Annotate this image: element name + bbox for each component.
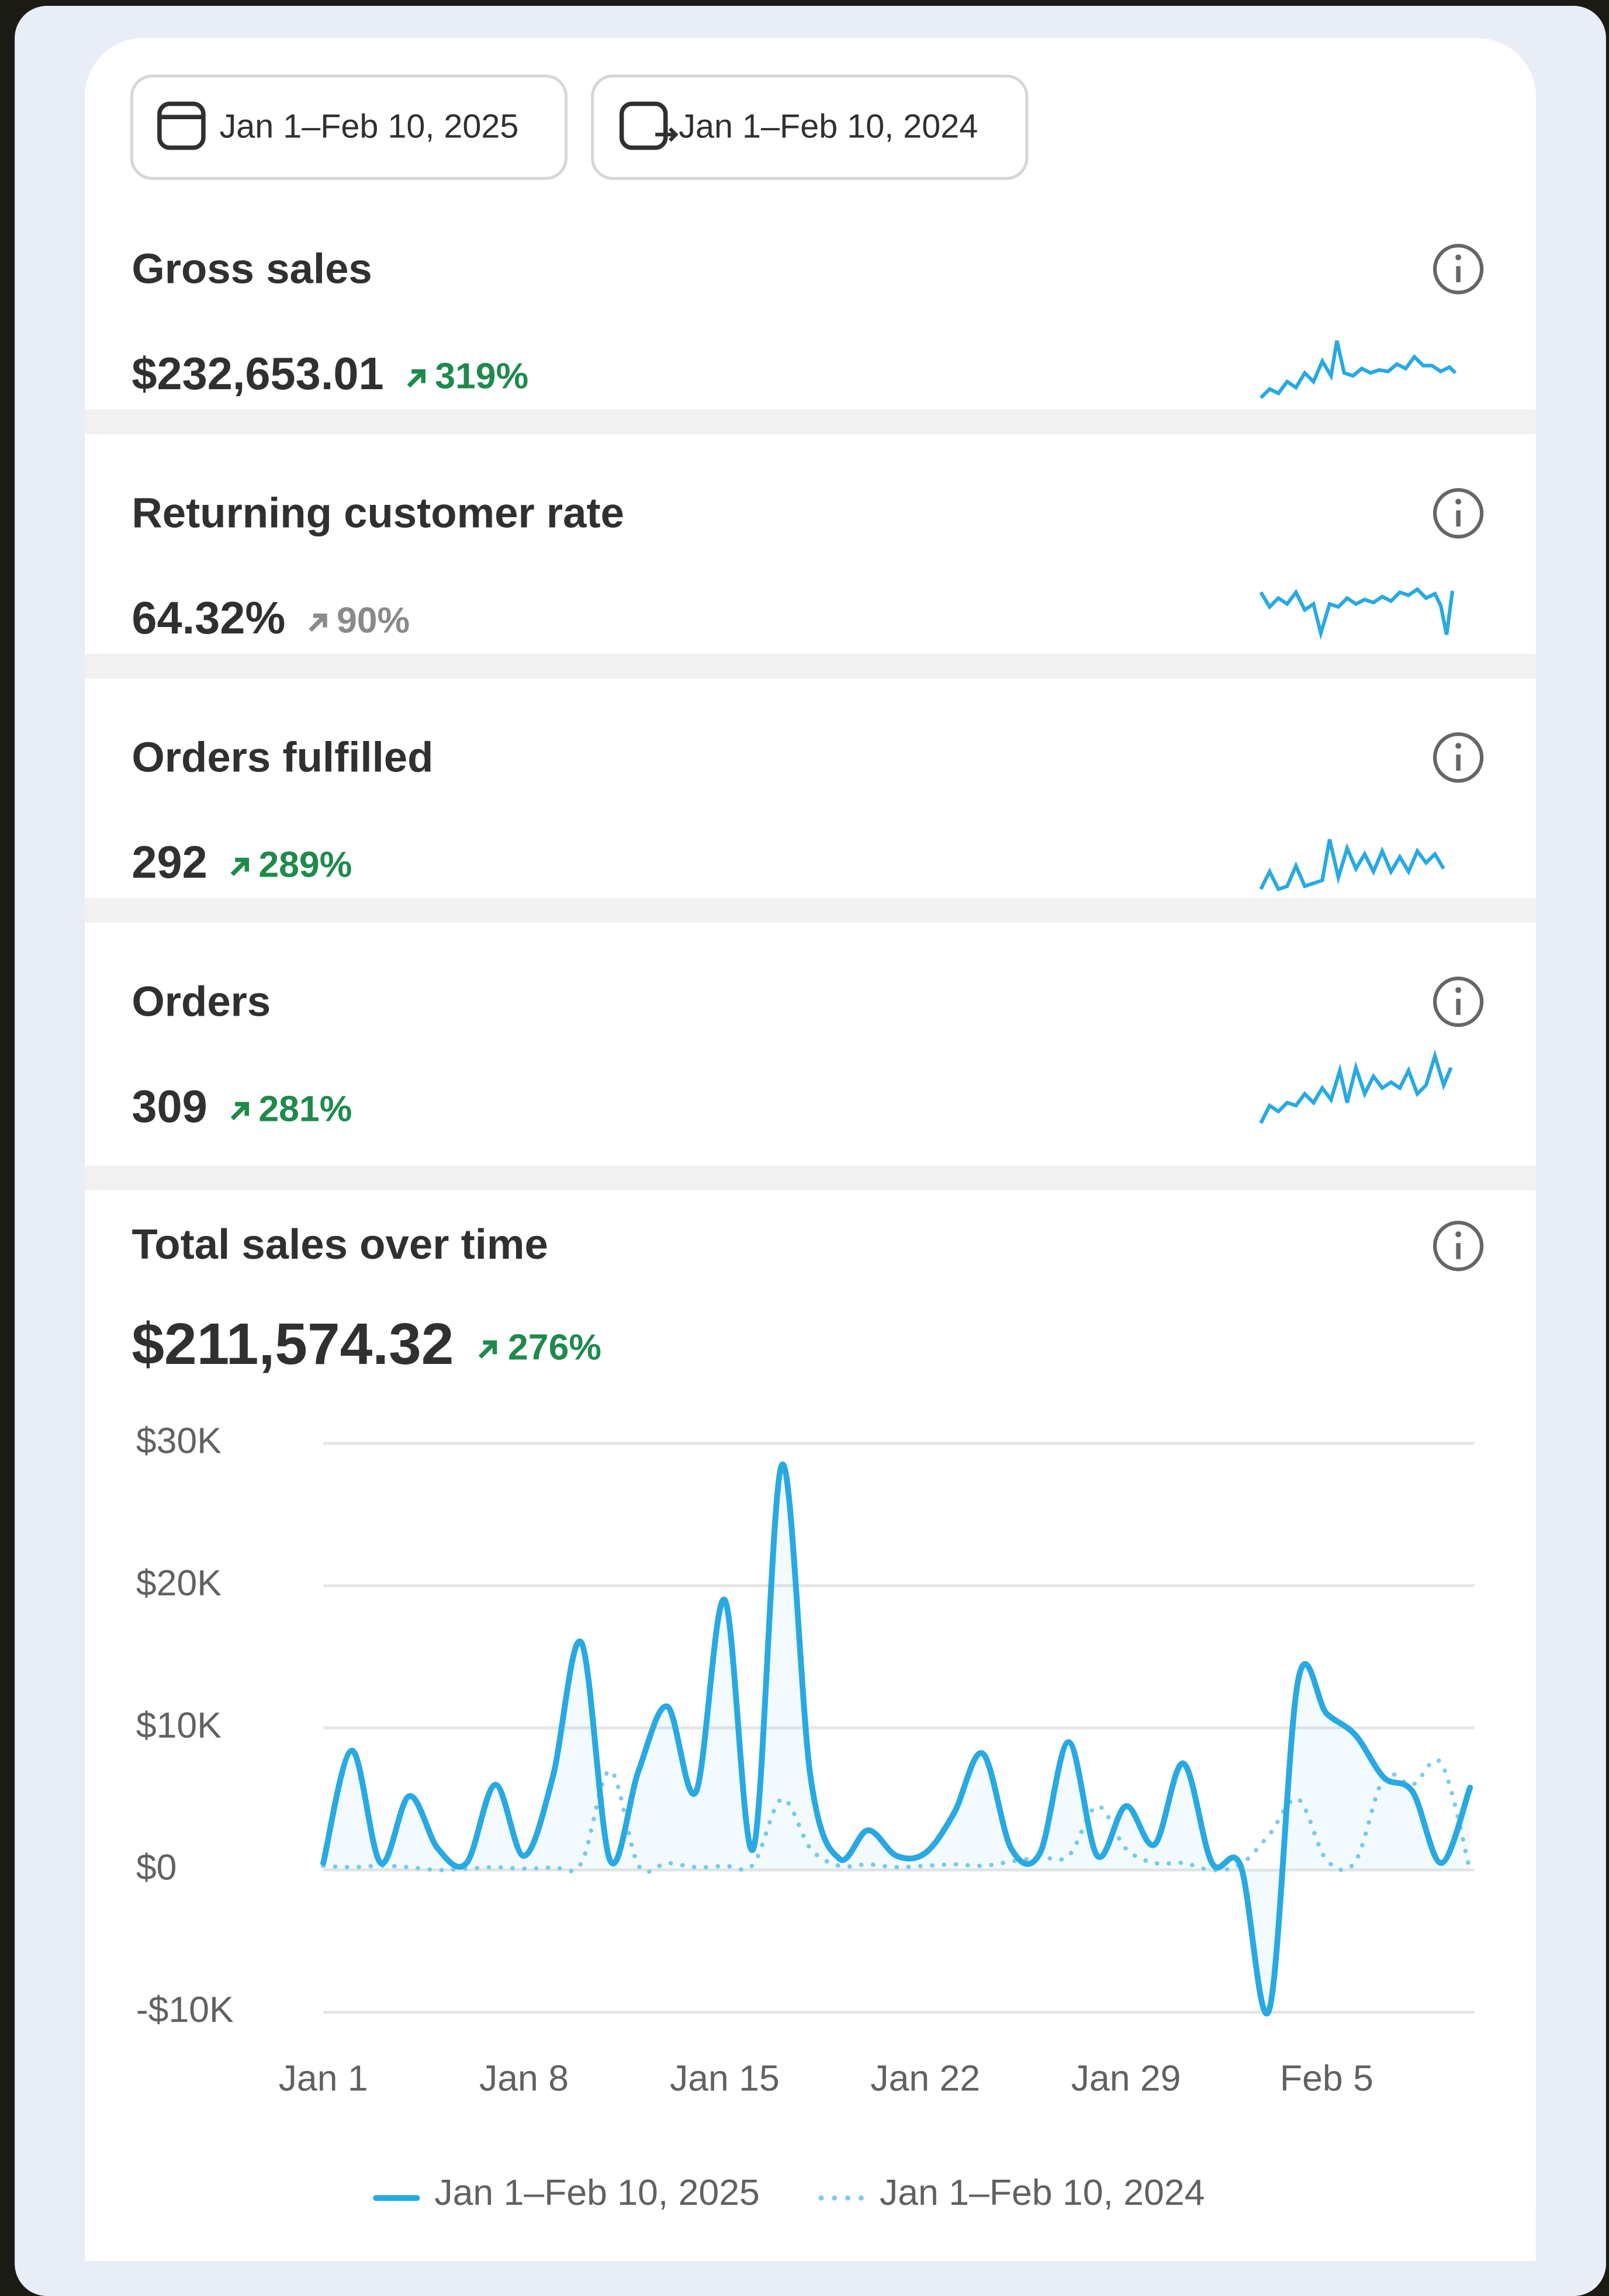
info-icon-dot [1455, 498, 1462, 505]
trend-arrow [478, 1340, 497, 1359]
y-tick-label: -$10K [136, 1989, 234, 2030]
metric-title: Orders [132, 978, 271, 1025]
legend-label: Jan 1–Feb 10, 2025 [434, 2172, 759, 2213]
chart-change: 276% [508, 1327, 601, 1367]
chart-title: Total sales over time [132, 1221, 548, 1268]
metric-card: Orders fulfilled 292 289% [85, 653, 1536, 892]
comparison-date-button[interactable] [591, 74, 1029, 180]
metric-value: 292 [132, 837, 207, 888]
calendar-icon [157, 101, 206, 150]
metric-title: Gross sales [132, 245, 372, 293]
card-divider [85, 898, 1536, 923]
trend-arrow [309, 613, 327, 632]
metric-cards: Gross sales $232,653.01 319% Returning cust… [85, 244, 1536, 1132]
y-tick-label: $30K [136, 1421, 222, 1462]
metric-card: Gross sales $232,653.01 319% [132, 244, 1484, 399]
info-icon-dot [1455, 987, 1462, 993]
info-icon[interactable] [1432, 244, 1484, 295]
metric-change: 319% [435, 356, 528, 397]
info-icon[interactable] [1432, 1221, 1484, 1272]
x-tick-label: Jan 15 [670, 2058, 780, 2099]
metric-value: 309 [132, 1082, 207, 1132]
info-icon-dot [1455, 743, 1462, 749]
trend-arrow [230, 1102, 250, 1121]
x-tick-label: Feb 5 [1280, 2058, 1373, 2099]
y-tick-label: $10K [136, 1705, 222, 1746]
info-icon[interactable] [1432, 488, 1484, 539]
metric-change: 90% [337, 600, 410, 641]
metric-change: 289% [258, 844, 352, 885]
sparkline [1259, 839, 1445, 892]
metric-card: Orders 309 281% [85, 898, 1536, 1132]
primary-date-button[interactable] [130, 74, 568, 180]
sparkline [1259, 1049, 1453, 1124]
legend-label: Jan 1–Feb 10, 2024 [880, 2172, 1205, 2213]
compare-arrow-icon [655, 127, 679, 142]
x-tick-label: Jan 22 [870, 2058, 980, 2099]
metric-change: 281% [258, 1088, 352, 1129]
series-line [320, 1462, 1473, 2017]
info-icon[interactable] [1432, 732, 1484, 783]
trend-arrow [230, 857, 250, 877]
info-icon-dot [1455, 254, 1462, 261]
sales-chart: Total sales over time $211,574.32 276% -$10… [85, 1165, 1536, 2213]
metric-value: 64.32% [132, 593, 285, 643]
chart-total: $211,574.32 [132, 1311, 454, 1377]
metric-card: Returning customer rate 64.32% 90% [85, 409, 1536, 643]
sparkline [1259, 340, 1457, 399]
info-icon[interactable] [1432, 976, 1484, 1027]
x-tick-label: Jan 8 [479, 2058, 569, 2099]
sparkline [1259, 587, 1455, 640]
trend-arrow [407, 369, 425, 388]
info-icon-dot [1455, 1231, 1462, 1238]
metric-title: Orders fulfilled [132, 733, 433, 781]
metric-value: $232,653.01 [132, 349, 383, 399]
x-tick-label: Jan 29 [1071, 2058, 1181, 2099]
metric-title: Returning customer rate [132, 490, 624, 537]
card-divider [85, 1165, 1536, 1191]
primary-date-label: Jan 1–Feb 10, 2025 [219, 108, 518, 145]
comparison-date-label: Jan 1–Feb 10, 2024 [679, 108, 978, 145]
y-tick-label: $20K [136, 1563, 222, 1604]
date-buttons: Jan 1–Feb 10, 2025 Jan 1–Feb 10, 2024 [130, 74, 1029, 180]
card-divider [85, 653, 1536, 679]
x-tick-label: Jan 1 [279, 2058, 368, 2099]
y-tick-label: $0 [136, 1847, 177, 1888]
compare-calendar-icon [619, 101, 668, 150]
card-divider [85, 409, 1536, 435]
